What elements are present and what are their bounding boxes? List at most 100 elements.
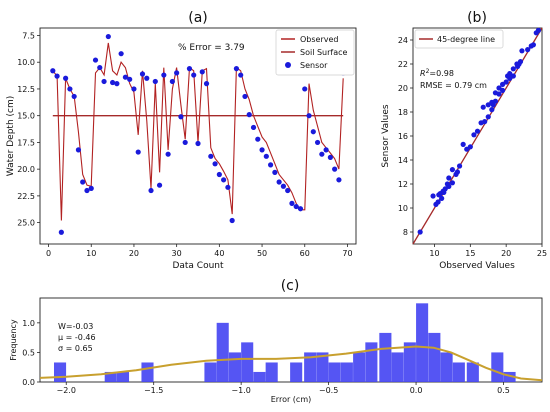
- panel-c-stat-sigma: σ = 0.65: [58, 344, 93, 353]
- scatter-point: [474, 128, 481, 134]
- sensor-point: [135, 149, 141, 155]
- sensor-point: [80, 179, 86, 185]
- c-xtick-label: 0.5: [497, 386, 510, 395]
- panel-a-xlabel: Data Count: [172, 261, 224, 271]
- sensor-point: [84, 187, 90, 194]
- sensor-point: [310, 129, 316, 135]
- panel-a: (a) 0 10 20 30 40 50 60 70 7.5 10.0 12.5 15.0 17.5 20…: [6, 10, 357, 271]
- panel-b-title: (b): [467, 10, 487, 26]
- panel-a-frame: [39, 27, 357, 245]
- sensor-point: [221, 177, 227, 183]
- b-xtick-label: 15: [465, 249, 475, 258]
- sensor-point: [302, 86, 308, 92]
- a-ytick-label: 15.0: [17, 112, 35, 121]
- a-ytick-label: 7.5: [22, 31, 35, 40]
- sensor-point: [327, 154, 333, 160]
- histogram-bar: [316, 352, 329, 382]
- scatter-point: [530, 42, 537, 48]
- sensor-point: [255, 136, 261, 142]
- panel-b-xlabel: Observed Values: [439, 261, 515, 271]
- sensor-point: [101, 78, 107, 85]
- sensor-point: [332, 166, 338, 172]
- histogram-bar: [204, 362, 217, 382]
- b-xtick-label: 25: [537, 249, 547, 258]
- sensor-point: [246, 112, 252, 118]
- sensor-point: [186, 66, 193, 72]
- panel-c-stat-mu: μ = -0.46: [58, 333, 96, 342]
- b-xtick-label: 20: [501, 249, 511, 258]
- sensor-point: [54, 73, 60, 79]
- panel-b-rmse: RMSE = 0.79 cm: [420, 81, 487, 90]
- sensor-point: [122, 74, 129, 80]
- sensor-point: [336, 177, 342, 183]
- a-xtick-label: 0: [46, 249, 51, 258]
- sensor-point: [229, 217, 235, 224]
- a-ytick-label: 22.5: [17, 192, 35, 201]
- panel-b-legend: 45-degree line: [414, 29, 504, 49]
- histogram-bar: [53, 362, 67, 382]
- sensor-point: [105, 33, 111, 40]
- histogram-bar: [466, 362, 479, 382]
- sensor-point: [195, 140, 201, 147]
- sensor-point: [212, 161, 218, 167]
- sensor-point: [152, 78, 158, 85]
- histogram-bar: [353, 352, 366, 382]
- sensor-point: [161, 72, 167, 78]
- scatter-point: [471, 132, 477, 138]
- scatter-point: [467, 144, 473, 150]
- b-ytick-label: 22: [398, 60, 408, 69]
- scatter-point: [525, 47, 531, 53]
- a-xtick-label: 60: [300, 249, 310, 258]
- c-xtick-label: −2.0: [57, 386, 76, 395]
- b-xtick-label: 10: [429, 249, 439, 258]
- sensor-point: [285, 187, 291, 194]
- panel-c-xlabel: Error (cm): [271, 395, 311, 404]
- sensor-point: [148, 187, 154, 194]
- c-xtick-label: −0.5: [319, 386, 338, 395]
- c-ytick-label: 0.0: [22, 378, 35, 387]
- histogram-bar: [228, 352, 241, 382]
- panel-a-ylabel: Water Depth (cm): [6, 96, 16, 176]
- sensor-point: [250, 124, 257, 131]
- panel-c-ylabel: Frequency: [9, 319, 18, 361]
- sensor-point: [169, 78, 175, 85]
- density-curve: [39, 345, 543, 382]
- a-ytick-label: 17.5: [17, 138, 35, 147]
- histogram-bar: [503, 371, 516, 382]
- legend-observed-label: Observed: [300, 35, 339, 44]
- scatter-point: [456, 163, 463, 169]
- histogram-bar: [141, 362, 154, 382]
- histogram-bar: [452, 362, 465, 382]
- c-xtick-label: −1.0: [231, 386, 250, 395]
- sensor-point: [97, 64, 103, 71]
- sensor-point: [263, 153, 269, 159]
- sensor-point: [88, 185, 94, 191]
- sensor-point: [314, 139, 321, 146]
- sensor-point: [259, 147, 265, 153]
- scatter-point: [449, 167, 456, 173]
- sensor-point: [92, 57, 99, 63]
- a-xtick-label: 50: [257, 249, 267, 258]
- panel-c-ticks: −2.0 −1.5 −1.0 −0.5 0.0 0.5 0.0 0.5 1.0: [22, 319, 510, 395]
- sensor-point: [118, 51, 124, 57]
- sensor-point: [297, 206, 304, 212]
- histogram-bar: [365, 342, 378, 382]
- sensor-point: [156, 182, 163, 188]
- scatter-point: [485, 114, 491, 120]
- sensor-point: [225, 184, 231, 190]
- sensor-point: [323, 147, 329, 153]
- c-ytick-label: 0.5: [22, 348, 35, 357]
- sensor-point: [182, 139, 188, 146]
- scatter-point: [439, 195, 445, 201]
- histogram-bar: [241, 342, 254, 382]
- panel-c-stat-w: W=-0.03: [58, 322, 93, 331]
- panel-a-plot: [50, 33, 346, 235]
- sensor-point: [319, 151, 325, 157]
- scatter-point: [446, 183, 452, 189]
- histogram-bar: [403, 342, 416, 382]
- legend-sensor-label: Sensor: [300, 61, 328, 70]
- histogram-bar: [116, 371, 130, 382]
- scatter-point: [489, 107, 495, 113]
- scatter-point: [480, 104, 486, 110]
- histogram-bar: [253, 371, 266, 382]
